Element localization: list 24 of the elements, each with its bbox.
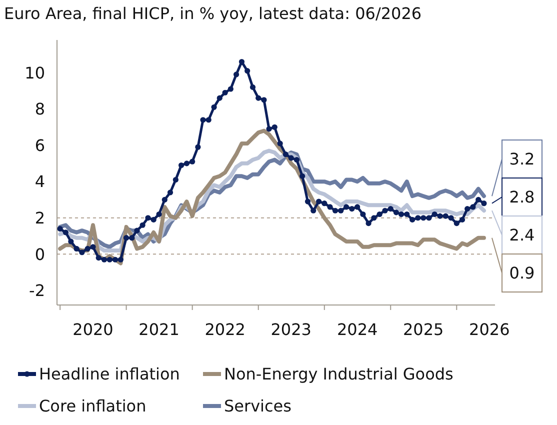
x-tick-label: 2025: [402, 320, 444, 339]
x-tick-label: 2024: [336, 320, 378, 339]
line-series: [58, 128, 486, 266]
y-tick-label: 0: [34, 244, 45, 264]
chart-title: Euro Area, final HICP, in % yoy, latest data: 06/2026: [4, 4, 422, 23]
x-tick-label: 2026: [469, 320, 510, 339]
y-tick-label: 8: [34, 100, 45, 119]
legend-label: Non-Energy Industrial Goods: [224, 364, 454, 384]
x-tick-label: 2022: [204, 320, 246, 339]
annotation: 2.8: [509, 188, 535, 207]
legend-label: Core inflation: [39, 396, 146, 416]
annotation: 3.2: [509, 150, 535, 169]
legend-label: Services: [224, 396, 292, 416]
y-tick-label: 4: [34, 172, 45, 192]
annotation: 0.9: [509, 264, 535, 283]
x-tick-label: 2020: [72, 320, 114, 339]
y-tick-label: 2: [34, 208, 45, 228]
x-tick-label: 2023: [270, 320, 312, 339]
legend-label: Headline inflation: [39, 364, 180, 384]
y-tick-label: 10: [24, 63, 45, 82]
y-tick-label: 6: [34, 136, 45, 155]
y-tick-label: -2: [29, 281, 45, 300]
annotation: 2.4: [509, 226, 535, 245]
x-tick-label: 2021: [138, 320, 180, 339]
